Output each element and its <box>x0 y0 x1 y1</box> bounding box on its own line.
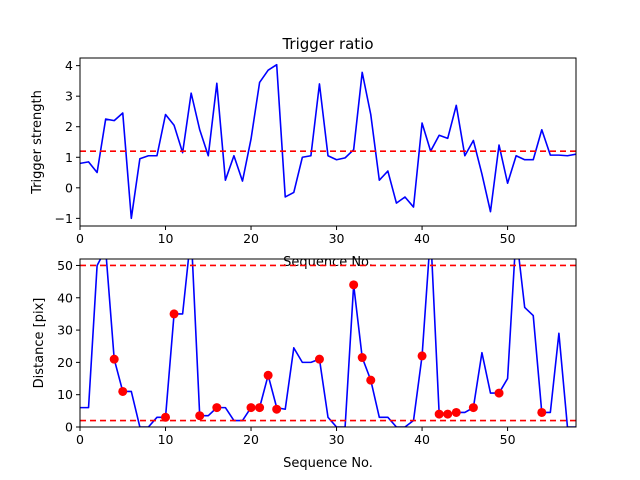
data-point-marker <box>451 407 461 417</box>
x-tick-label: 0 <box>76 432 84 447</box>
data-point-marker <box>109 354 119 364</box>
y-tick-label: 30 <box>57 323 73 338</box>
bottom-series-layer <box>80 259 576 427</box>
x-tick-label: 30 <box>329 432 345 447</box>
x-tick-label: 40 <box>414 231 430 246</box>
bottom-axis-ticks: 0 10 20 30 40 50 0 10 20 30 40 50 <box>57 258 515 447</box>
data-point-marker <box>366 375 376 385</box>
y-tick-label: 2 <box>65 119 73 134</box>
y-tick-label: 3 <box>65 89 73 104</box>
data-point-marker <box>255 403 265 413</box>
data-point-marker <box>272 404 282 414</box>
y-tick-label: 50 <box>57 258 73 273</box>
x-tick-label: 50 <box>500 231 516 246</box>
data-point-marker <box>314 354 324 364</box>
series-line <box>80 63 576 220</box>
y-tick-label: 1 <box>65 150 73 165</box>
x-tick-label: 10 <box>158 231 174 246</box>
data-point-marker <box>417 351 427 361</box>
y-tick-label: −1 <box>55 211 73 226</box>
x-tick-label: 50 <box>500 432 516 447</box>
x-tick-label: 30 <box>329 231 345 246</box>
chart-title: Trigger ratio <box>281 35 373 53</box>
y-tick-label: 4 <box>65 58 73 73</box>
data-point-marker <box>246 403 256 413</box>
top-y-axis-label: Trigger strength <box>30 90 45 195</box>
y-tick-label: 40 <box>57 290 73 305</box>
y-tick-label: 10 <box>57 387 73 402</box>
data-point-marker <box>537 407 547 417</box>
data-point-marker <box>118 386 128 396</box>
bottom-y-axis-label: Distance [pix] <box>32 298 47 389</box>
distance-chart: 0 10 20 30 40 50 0 10 20 30 40 50 Sequence No. Dist… <box>32 258 577 471</box>
x-tick-label: 0 <box>76 231 84 246</box>
y-tick-label: 20 <box>57 355 73 370</box>
data-point-marker <box>349 280 359 290</box>
bottom-x-axis-label: Sequence No. <box>283 456 373 471</box>
data-point-marker <box>468 403 478 413</box>
x-tick-label: 40 <box>414 432 430 447</box>
x-tick-label: 20 <box>243 231 259 246</box>
bottom-plot-frame <box>79 258 577 428</box>
x-tick-label: 10 <box>158 432 174 447</box>
x-tick-label: 20 <box>243 432 259 447</box>
data-point-marker <box>357 353 367 363</box>
data-point-marker <box>434 409 444 419</box>
data-point-marker <box>443 409 453 419</box>
data-point-marker <box>195 411 205 421</box>
top-series-layer <box>80 63 576 220</box>
top-plot-frame <box>79 57 577 227</box>
data-point-marker <box>212 403 222 413</box>
data-point-marker <box>494 388 504 398</box>
data-point-marker <box>161 412 171 422</box>
data-point-marker <box>263 370 273 380</box>
y-tick-label: 0 <box>65 420 73 435</box>
data-point-marker <box>169 309 179 319</box>
top-x-axis-label: Sequence No. <box>283 255 373 270</box>
y-tick-label: 0 <box>65 180 73 195</box>
